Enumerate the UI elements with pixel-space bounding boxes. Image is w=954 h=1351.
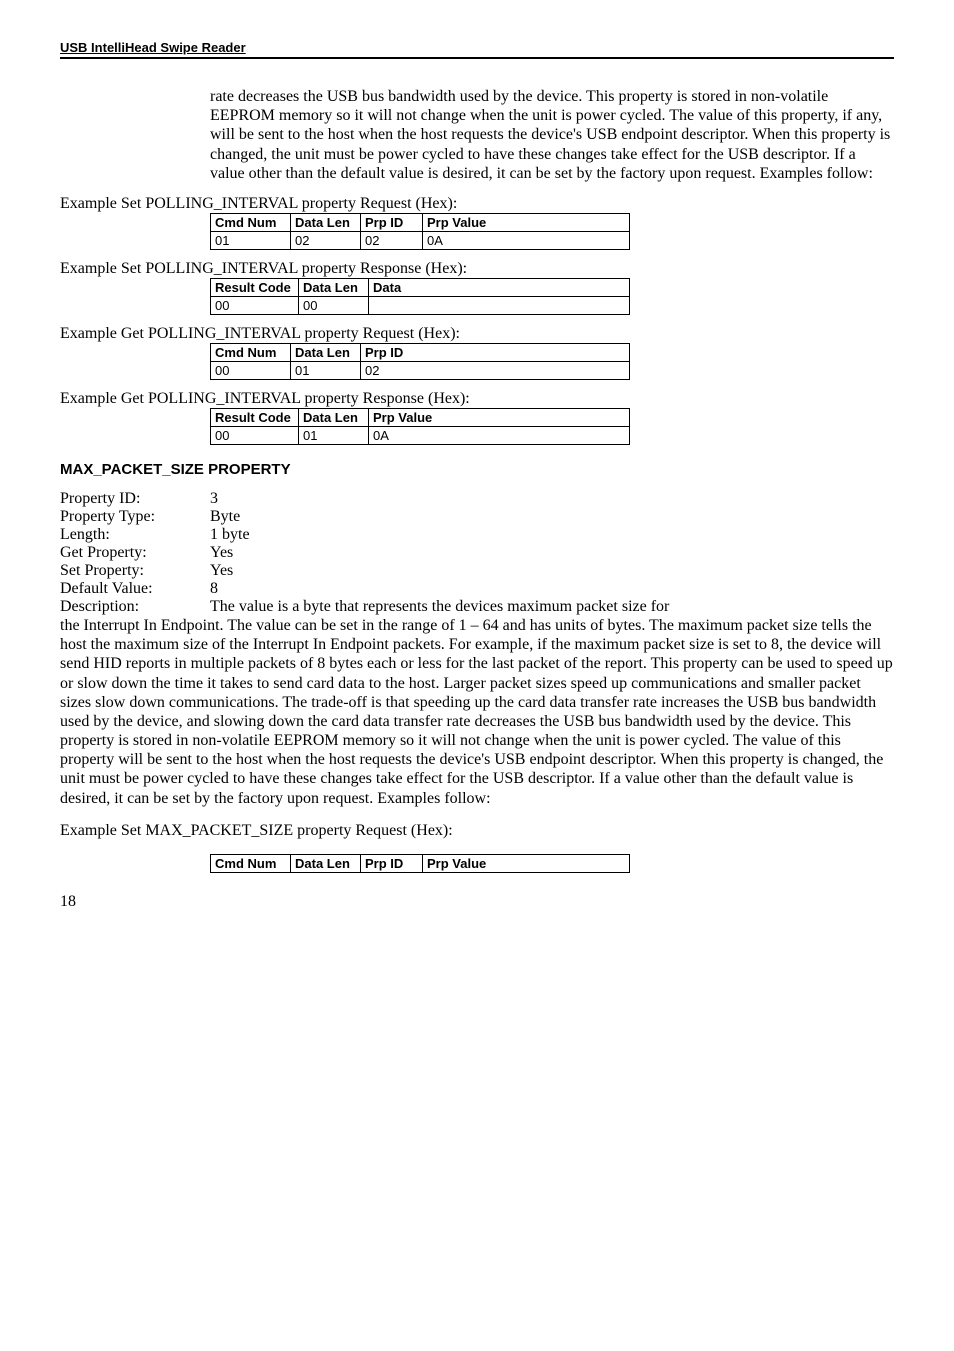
th-data-len: Data Len — [299, 278, 369, 296]
th-cmd-num: Cmd Num — [211, 854, 291, 872]
th-cmd-num: Cmd Num — [211, 343, 291, 361]
property-set-value: Yes — [210, 562, 894, 580]
td-cmd-num: 01 — [211, 231, 291, 249]
td-prp-value: 0A — [369, 426, 630, 444]
th-prp-id: Prp ID — [361, 343, 630, 361]
td-prp-id: 02 — [361, 231, 423, 249]
td-data-len: 01 — [291, 361, 361, 379]
property-description-firstline: The value is a byte that represents the … — [210, 598, 894, 616]
th-result-code: Result Code — [211, 278, 299, 296]
td-cmd-num: 00 — [211, 361, 291, 379]
property-default-row: Default Value: 8 — [60, 580, 894, 598]
td-data-len: 02 — [291, 231, 361, 249]
example-get-response-label: Example Get POLLING_INTERVAL property Re… — [60, 390, 894, 408]
table-get-response: Result Code Data Len Prp Value 00 01 0A — [210, 408, 630, 445]
example-set-request-label: Example Set POLLING_INTERVAL property Re… — [60, 195, 894, 213]
table-header-row: Result Code Data Len Data — [211, 278, 630, 296]
table-header-row: Cmd Num Data Len Prp ID Prp Value — [211, 213, 630, 231]
property-id-row: Property ID: 3 — [60, 490, 894, 508]
table-get-request: Cmd Num Data Len Prp ID 00 01 02 — [210, 343, 630, 380]
property-list: Property ID: 3 Property Type: Byte Lengt… — [60, 490, 894, 616]
property-description-body: the Interrupt In Endpoint. The value can… — [60, 616, 894, 808]
property-length-row: Length: 1 byte — [60, 526, 894, 544]
property-length-label: Length: — [60, 526, 210, 544]
property-set-label: Set Property: — [60, 562, 210, 580]
td-result-code: 00 — [211, 426, 299, 444]
table-row: 00 00 — [211, 296, 630, 314]
property-set-row: Set Property: Yes — [60, 562, 894, 580]
th-prp-value: Prp Value — [423, 213, 630, 231]
property-default-value: 8 — [210, 580, 894, 598]
th-prp-value: Prp Value — [369, 408, 630, 426]
th-prp-value: Prp Value — [423, 854, 630, 872]
page-number: 18 — [60, 893, 894, 911]
section-heading-max-packet-size: MAX_PACKET_SIZE PROPERTY — [60, 461, 894, 478]
td-data-len: 01 — [299, 426, 369, 444]
td-data — [369, 296, 630, 314]
th-data-len: Data Len — [291, 854, 361, 872]
th-data-len: Data Len — [299, 408, 369, 426]
table-header-row: Cmd Num Data Len Prp ID — [211, 343, 630, 361]
property-type-value: Byte — [210, 508, 894, 526]
td-result-code: 00 — [211, 296, 299, 314]
table-set-response: Result Code Data Len Data 00 00 — [210, 278, 630, 315]
property-description-label: Description: — [60, 598, 210, 616]
page-header: USB IntelliHead Swipe Reader — [60, 40, 894, 59]
property-id-label: Property ID: — [60, 490, 210, 508]
table-row: 01 02 02 0A — [211, 231, 630, 249]
th-data-len: Data Len — [291, 213, 361, 231]
table-header-row: Result Code Data Len Prp Value — [211, 408, 630, 426]
property-default-label: Default Value: — [60, 580, 210, 598]
td-prp-id: 02 — [361, 361, 630, 379]
td-prp-value: 0A — [423, 231, 630, 249]
table-header-row: Cmd Num Data Len Prp ID Prp Value — [211, 854, 630, 872]
property-get-label: Get Property: — [60, 544, 210, 562]
property-get-row: Get Property: Yes — [60, 544, 894, 562]
property-description-row: Description: The value is a byte that re… — [60, 598, 894, 616]
th-data-len: Data Len — [291, 343, 361, 361]
example-mps-request-label: Example Set MAX_PACKET_SIZE property Req… — [60, 822, 894, 840]
example-get-request-label: Example Get POLLING_INTERVAL property Re… — [60, 325, 894, 343]
property-get-value: Yes — [210, 544, 894, 562]
example-set-response-label: Example Set POLLING_INTERVAL property Re… — [60, 260, 894, 278]
th-cmd-num: Cmd Num — [211, 213, 291, 231]
table-row: 00 01 0A — [211, 426, 630, 444]
intro-paragraph: rate decreases the USB bus bandwidth use… — [210, 87, 894, 183]
th-prp-id: Prp ID — [361, 213, 423, 231]
th-prp-id: Prp ID — [361, 854, 423, 872]
td-data-len: 00 — [299, 296, 369, 314]
table-row: 00 01 02 — [211, 361, 630, 379]
th-result-code: Result Code — [211, 408, 299, 426]
th-data: Data — [369, 278, 630, 296]
table-mps-request: Cmd Num Data Len Prp ID Prp Value — [210, 854, 630, 873]
property-type-row: Property Type: Byte — [60, 508, 894, 526]
table-set-request: Cmd Num Data Len Prp ID Prp Value 01 02 … — [210, 213, 630, 250]
property-id-value: 3 — [210, 490, 894, 508]
property-length-value: 1 byte — [210, 526, 894, 544]
property-type-label: Property Type: — [60, 508, 210, 526]
